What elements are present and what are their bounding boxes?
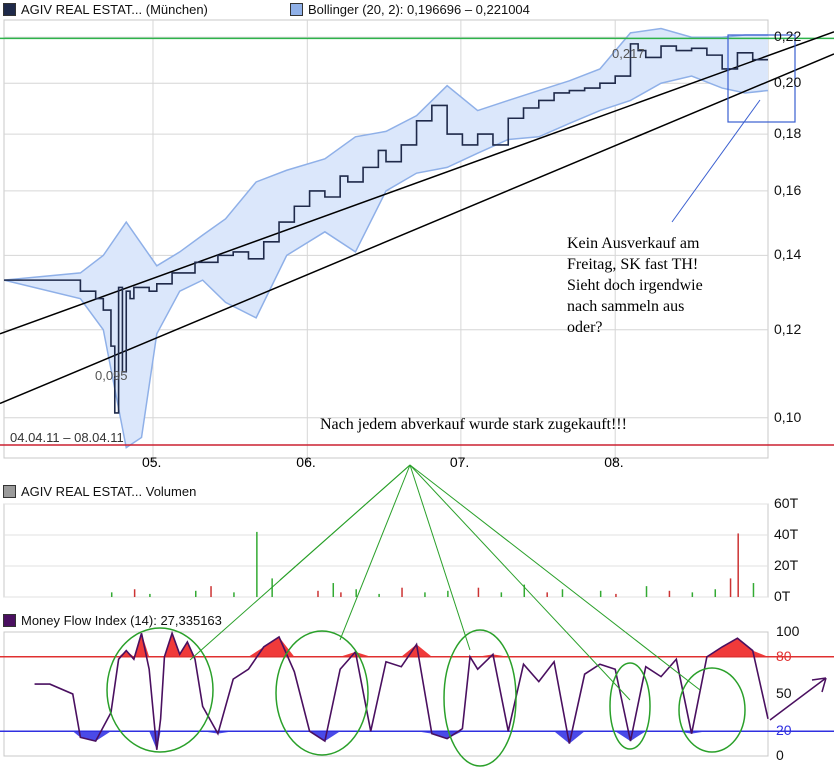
note-pointer [279,464,411,581]
highlight-ellipse [678,667,746,753]
highlight-ellipse [443,629,517,767]
volume-bar [195,590,197,597]
volume-bar [599,590,602,597]
volume-bar [317,590,319,597]
highlight-ellipse [609,662,651,750]
volume-bar [500,592,503,597]
price-y-tick: 0,22 [774,28,802,45]
bollinger-lower-line [3,75,769,449]
comment-line: Freitag, SK fast TH! [567,256,699,273]
high-label: 0,217 [612,46,645,61]
mfi-y-tick: 80 [776,647,792,664]
comment-text: Kein Ausverkauf am Freitag, SK fast TH! … [567,233,703,338]
mfi-y-tick: 0 [776,747,784,763]
low-label: 0,095 [95,368,128,383]
price-line [4,43,768,414]
note-pointer [409,464,471,651]
comment-pointer [671,99,761,223]
price-y-tick: 0,18 [774,125,802,142]
volume-bar [149,593,151,597]
volume-bar [447,590,449,597]
volume-bar [340,592,342,597]
volume-bar [668,590,671,597]
comment-line: Kein Ausverkauf am [567,235,700,252]
volume-bar [256,531,258,597]
bollinger-swatch [290,2,303,16]
mfi-legend-label: Money Flow Index (14): 27,335163 [21,612,222,628]
volume-bar [561,589,564,597]
mfi-swatch [3,613,16,627]
volume-y-tick: 60T [774,495,799,511]
bollinger-upper-line [3,27,768,281]
bollinger-legend-label: Bollinger (20, 2): 0,196696 – 0,221004 [308,1,530,17]
volume-bar [729,578,732,597]
trend-line [0,31,834,335]
volume-bar [332,583,335,597]
volume-bar [737,533,739,597]
volume-legend: AGIV REAL ESTAT... Volumen [3,482,196,500]
volume-bar [401,587,403,597]
volume-bar [233,592,235,597]
price-y-tick: 0,10 [774,408,802,425]
mfi-legend: Money Flow Index (14): 27,335163 [3,611,222,629]
price-y-tick: 0,20 [774,74,802,91]
volume-bar [378,593,380,597]
note-text: Nach jedem abverkauf wurde stark zugekau… [320,416,627,433]
comment-line: nach sammeln aus [567,298,685,315]
note-pointer [409,464,631,701]
mfi-line [34,630,769,750]
mfi-arrow [769,677,827,721]
volume-bar [714,589,717,597]
highlight-box [727,34,796,123]
price-y-tick: 0,12 [774,320,802,337]
volume-bar [355,589,357,597]
volume-bar [615,593,617,597]
price-y-tick: 0,14 [774,246,802,263]
volume-bar [110,592,113,597]
volume-bar [210,586,212,597]
mfi-y-tick: 50 [776,685,792,701]
note-pointer [339,464,411,641]
note-pointer [409,464,701,691]
volume-bar [645,586,648,597]
x-tick-label: 07. [449,454,470,470]
volume-bar [477,587,480,597]
volume-legend-label: AGIV REAL ESTAT... Volumen [21,483,197,499]
price-legend: AGIV REAL ESTAT... (München) [3,0,208,18]
mfi-overbought-fill [118,633,769,657]
highlight-ellipse [275,630,369,756]
price-swatch [3,2,16,16]
volume-swatch [3,484,16,498]
volume-bar [133,589,136,597]
price-legend-label: AGIV REAL ESTAT... (München) [21,1,208,17]
trend-line [0,53,834,405]
volume-bar [546,592,548,597]
volume-y-tick: 0T [774,588,791,604]
x-tick-label: 05. [141,454,162,470]
comment-line: oder? [567,319,603,336]
volume-bar [691,592,694,597]
mfi-y-tick: 20 [776,722,792,739]
bollinger-band-fill [4,28,768,448]
highlight-ellipse [106,627,214,753]
bollinger-legend: Bollinger (20, 2): 0,196696 – 0,221004 [290,0,530,18]
volume-panel-frame [3,503,769,598]
price-y-tick: 0,16 [774,181,802,198]
volume-bar [523,584,526,597]
mfi-y-tick: 100 [776,623,800,639]
comment-line: Sieht doch irgendwie [567,277,703,294]
volume-y-tick: 20T [774,557,799,573]
volume-y-tick: 40T [774,526,799,542]
x-tick-label: 08. [604,454,624,470]
date-range-label: 04.04.11 – 08.04.11 [10,430,124,445]
volume-bar [752,583,755,597]
x-tick-label: 06. [296,454,316,470]
volume-bar [424,592,426,597]
